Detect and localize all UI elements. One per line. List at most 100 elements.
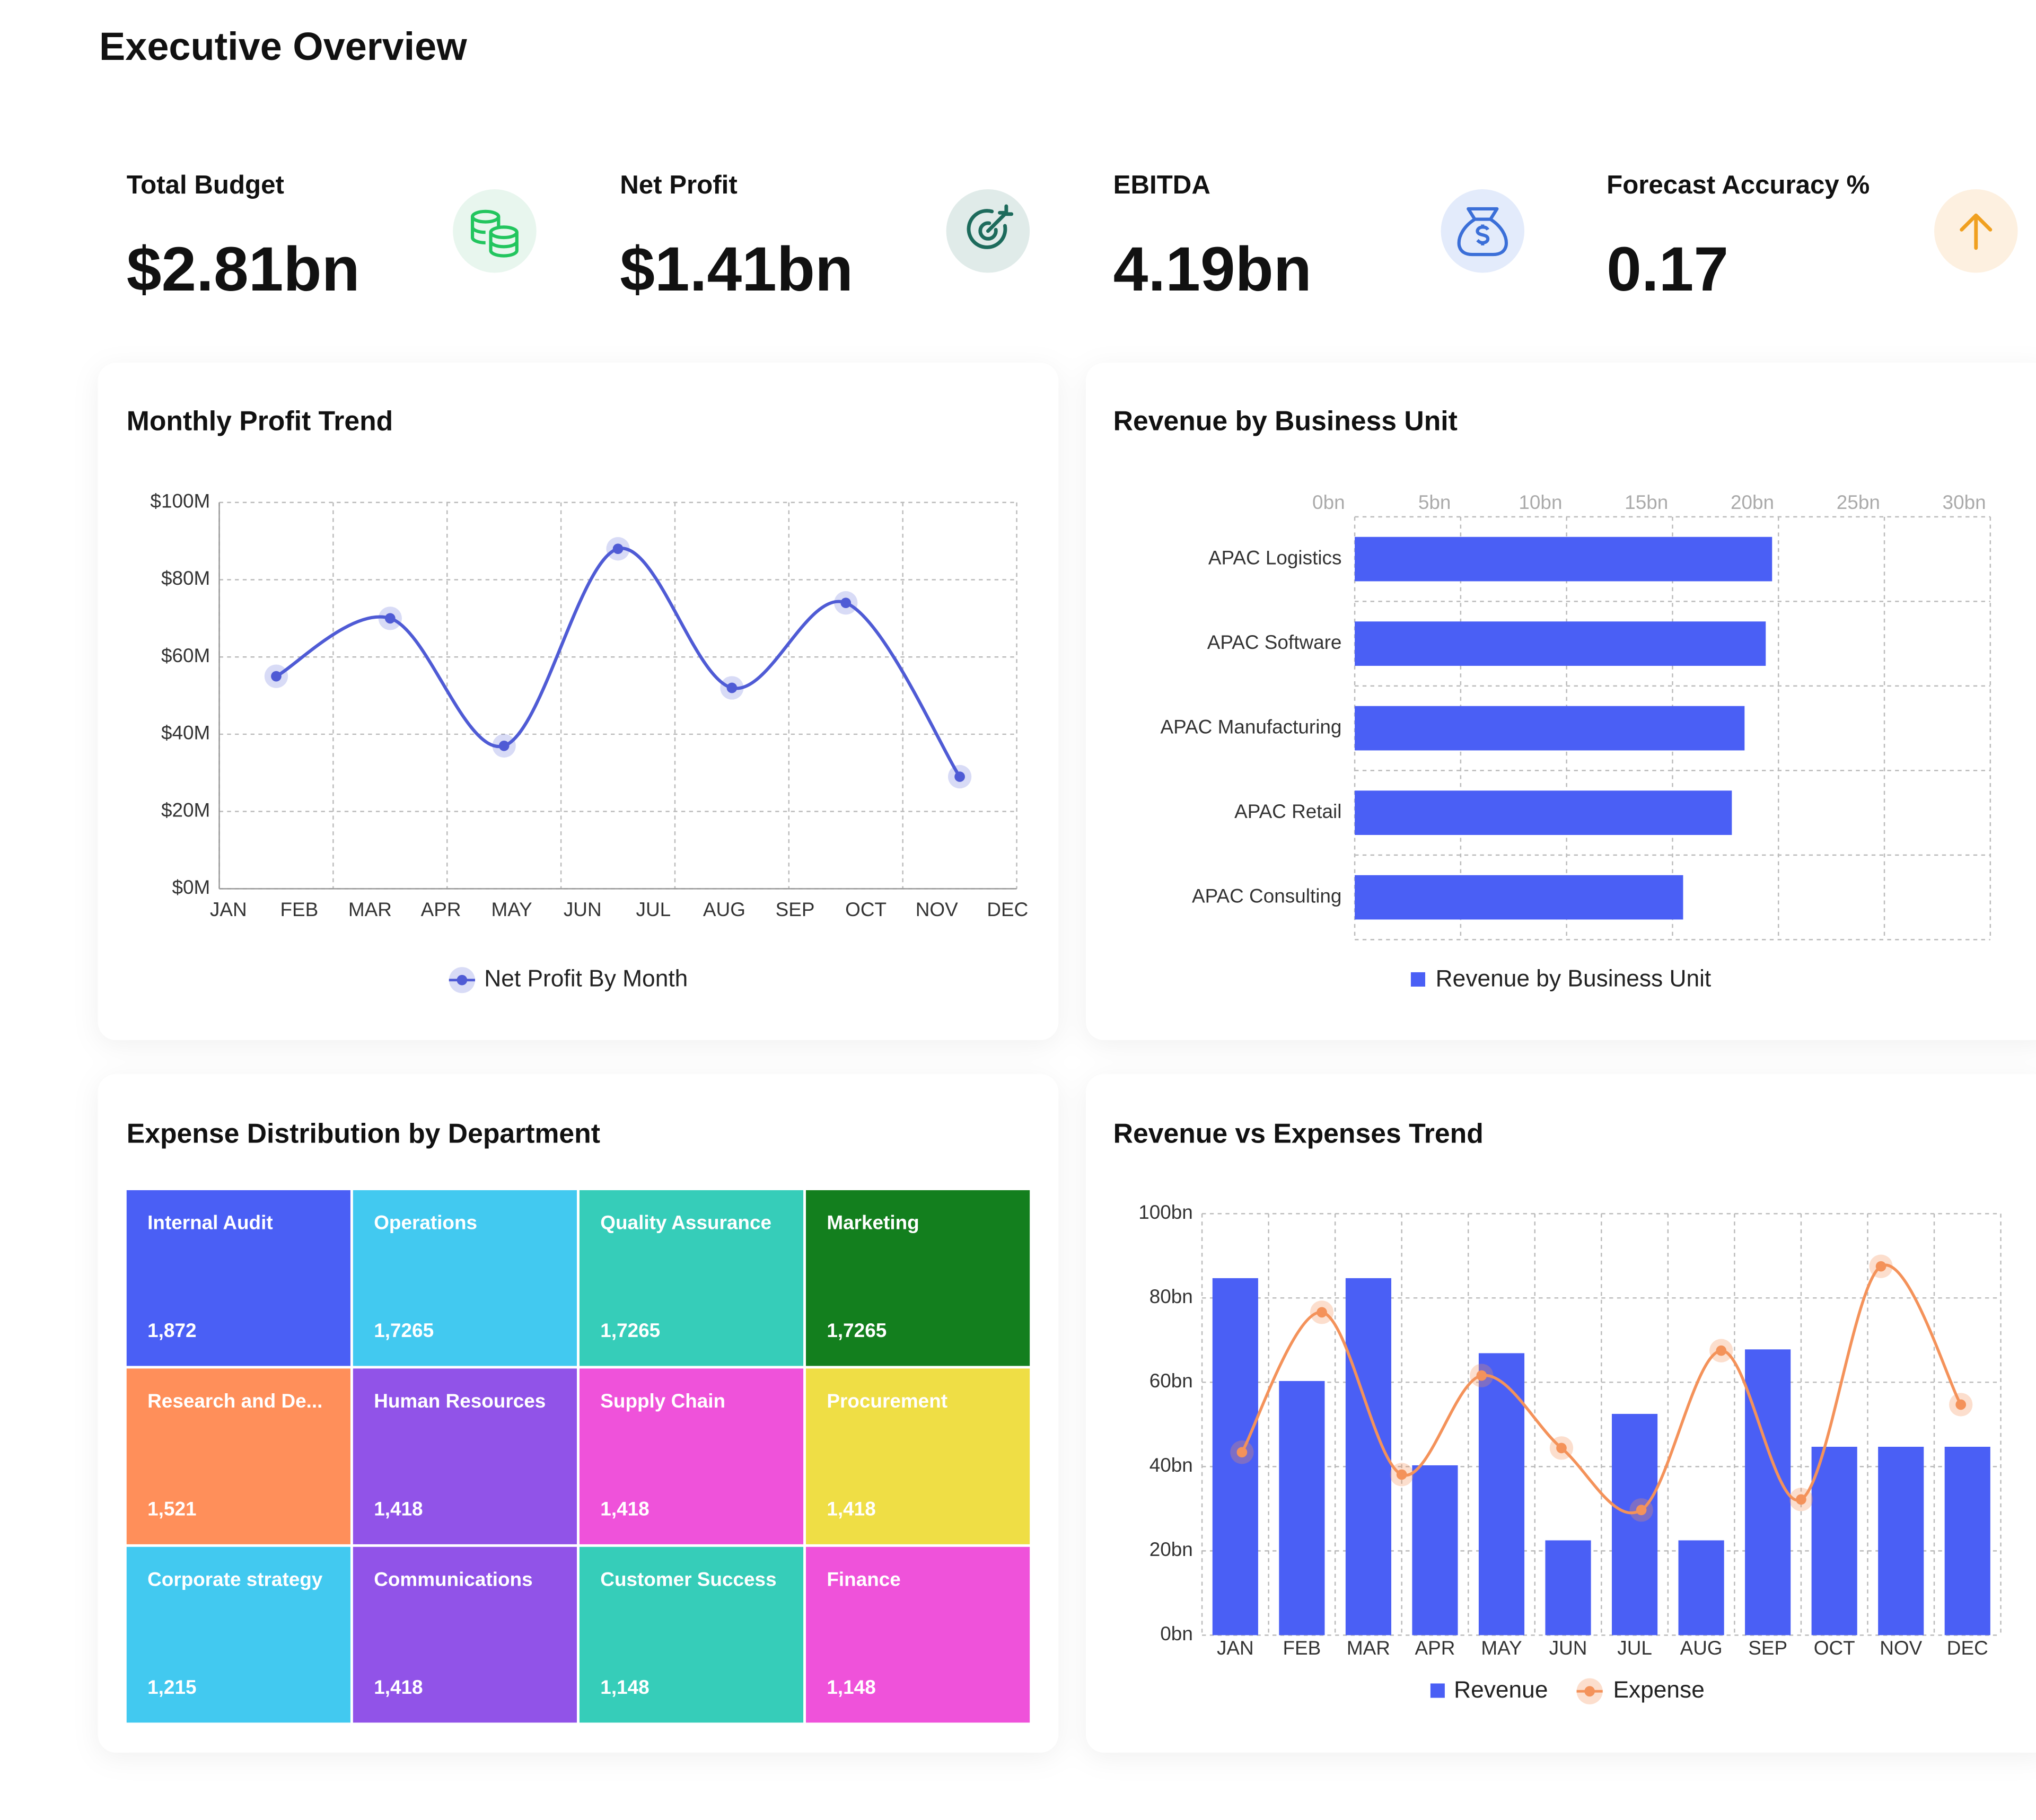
cell-value: 1,215 <box>147 1676 196 1698</box>
cell-label: Supply Chain <box>600 1390 725 1412</box>
y-tick-label: 60bn <box>1149 1370 1193 1392</box>
legend-marker <box>457 974 468 986</box>
x-tick-label: JUN <box>1549 1637 1587 1659</box>
bar <box>1279 1381 1325 1636</box>
point <box>271 671 282 682</box>
legend-label: Revenue <box>1454 1677 1548 1703</box>
cell-value: 1,148 <box>600 1676 649 1698</box>
x-tick-label: NOV <box>916 899 958 920</box>
x-tick-label: SEP <box>1748 1637 1787 1659</box>
bar <box>1345 1278 1391 1636</box>
chart-title: Revenue by Business Unit <box>1113 405 1458 436</box>
y-tick-label: 40bn <box>1149 1454 1193 1476</box>
cell-label: Research and De... <box>147 1390 322 1412</box>
kpi-value: 0.17 <box>1607 234 1728 304</box>
point <box>1476 1370 1487 1381</box>
cell-value: 1,7265 <box>600 1320 660 1341</box>
treemap-cell <box>806 1546 1030 1723</box>
x-tick-label: FEB <box>280 899 318 920</box>
bar <box>1478 1353 1525 1636</box>
y-tick-label: APAC Consulting <box>1192 885 1341 907</box>
kpi-value: $1.41bn <box>620 234 853 304</box>
card <box>98 363 1059 1040</box>
point <box>1716 1345 1727 1356</box>
point <box>840 597 852 609</box>
x-tick-label: NOV <box>1880 1637 1922 1659</box>
chart-title: Monthly Profit Trend <box>127 405 393 436</box>
coins-icon <box>453 189 537 273</box>
bar <box>1355 875 1683 920</box>
y-tick-label: $60M <box>161 645 210 666</box>
treemap-cell <box>579 1546 804 1723</box>
bar <box>1355 621 1766 666</box>
bar <box>1355 537 1772 582</box>
x-tick-label: MAR <box>1347 1637 1390 1659</box>
x-tick-label: 5bn <box>1418 491 1451 513</box>
x-tick-label: 30bn <box>1943 491 1986 513</box>
cell-value: 1,7265 <box>827 1320 887 1341</box>
target-icon <box>946 189 1030 273</box>
cell-value: 1,418 <box>374 1676 423 1698</box>
chart-title: Revenue vs Expenses Trend <box>1113 1118 1484 1148</box>
treemap-cell <box>353 1368 577 1544</box>
y-tick-label: $20M <box>161 799 210 821</box>
cell-value: 1,418 <box>374 1498 423 1520</box>
kpi-value: 4.19bn <box>1113 234 1312 304</box>
y-tick-label: APAC Manufacturing <box>1161 716 1342 737</box>
legend-marker <box>1584 1686 1595 1697</box>
card <box>1086 363 2036 1040</box>
x-tick-label: MAY <box>492 899 532 920</box>
x-tick-label: APR <box>421 899 461 920</box>
point <box>1396 1469 1407 1480</box>
y-tick-label: $40M <box>161 722 210 744</box>
x-tick-label: JAN <box>1217 1637 1254 1659</box>
cell-value: 1,521 <box>147 1498 196 1520</box>
point <box>1636 1505 1647 1516</box>
point <box>954 771 965 782</box>
cell-label: Customer Success <box>600 1569 776 1590</box>
bar <box>1878 1446 1924 1636</box>
legend-swatch <box>1410 972 1425 987</box>
point <box>1875 1261 1886 1272</box>
money-bag-icon <box>1441 189 1525 273</box>
point <box>726 682 738 693</box>
bar <box>1678 1540 1724 1636</box>
chart-title: Expense Distribution by Department <box>127 1118 600 1148</box>
legend-label: Revenue by Business Unit <box>1436 965 1712 991</box>
treemap-cell <box>579 1190 804 1366</box>
kpi-label: Forecast Accuracy % <box>1607 170 1870 199</box>
cell-label: Operations <box>374 1212 477 1234</box>
x-tick-label: FEB <box>1283 1637 1321 1659</box>
treemap-cell <box>126 1190 350 1366</box>
treemap-cell <box>806 1368 1030 1544</box>
cell-value: 1,418 <box>827 1498 875 1520</box>
y-tick-label: $0M <box>172 876 210 898</box>
treemap-cell <box>579 1368 804 1544</box>
x-tick-label: 20bn <box>1731 491 1774 513</box>
x-tick-label: 0bn <box>1312 491 1345 513</box>
bar <box>1212 1278 1258 1636</box>
cell-label: Internal Audit <box>147 1212 273 1234</box>
bar <box>1745 1349 1791 1636</box>
x-tick-label: AUG <box>1680 1637 1723 1659</box>
point <box>612 543 624 555</box>
treemap-cell <box>126 1546 350 1723</box>
treemap-cell <box>353 1190 577 1366</box>
bar <box>1811 1446 1857 1636</box>
point <box>498 740 510 751</box>
kpi-label: Total Budget <box>127 170 284 199</box>
cell-value: 1,872 <box>147 1320 196 1341</box>
x-tick-label: JUN <box>564 899 602 920</box>
y-tick-label: $80M <box>161 567 210 589</box>
x-tick-label: 25bn <box>1837 491 1880 513</box>
y-tick-label: APAC Software <box>1207 631 1342 653</box>
kpi-value: $2.81bn <box>127 234 360 304</box>
point <box>1796 1494 1806 1505</box>
cell-label: Quality Assurance <box>600 1212 771 1234</box>
cell-label: Human Resources <box>374 1390 546 1412</box>
y-tick-label: 0bn <box>1160 1623 1193 1645</box>
kpi-label: Net Profit <box>620 170 737 199</box>
bar <box>1355 790 1732 835</box>
x-tick-label: OCT <box>1814 1637 1855 1659</box>
